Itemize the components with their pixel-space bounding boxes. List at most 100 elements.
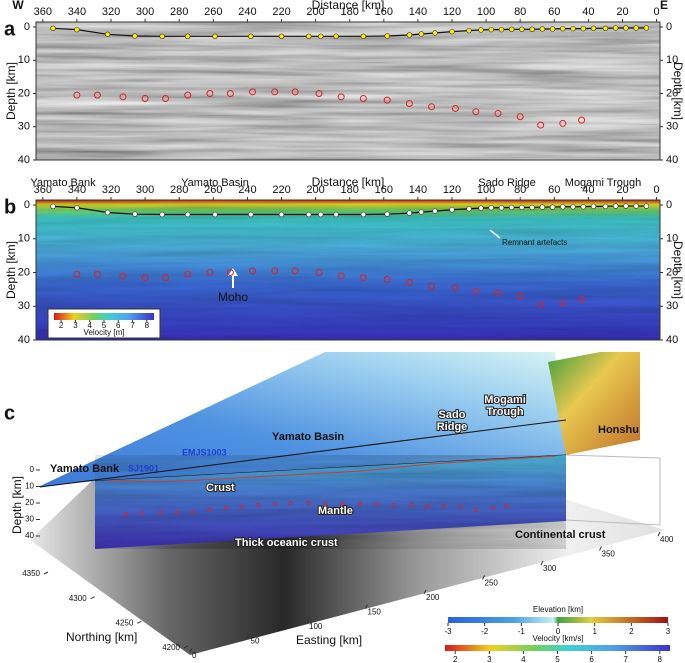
northing-tick (183, 645, 189, 649)
section-moho-pick (288, 501, 293, 506)
station-marker (590, 203, 597, 210)
moho-pick (73, 91, 81, 99)
station-marker (159, 211, 165, 218)
moho-pick (537, 121, 545, 129)
moho-pick (206, 89, 214, 97)
moho-pick (405, 279, 413, 287)
moho-pick (494, 109, 502, 117)
colorbar-tick-label: 5 (102, 321, 107, 330)
line-label: EMJS1003 (182, 447, 227, 457)
station-marker (549, 204, 556, 210)
northing-tick-label: 4200 (162, 643, 180, 652)
x-tick-label: 300 (136, 6, 154, 18)
x-tick-label: 320 (102, 184, 120, 196)
x-axis-title: Distance [km] (312, 0, 385, 12)
station-marker (333, 211, 339, 218)
x-tick-label: 40 (582, 184, 594, 196)
x-tick-label: 40 (582, 6, 594, 18)
station-marker (248, 211, 254, 218)
y-tick-label-right: 10 (666, 233, 678, 245)
colorbar-tick-label: 8 (658, 655, 663, 663)
section-moho-pick (490, 506, 495, 511)
x-axis-title: Distance [km] (312, 175, 385, 189)
section-moho-pick (139, 511, 144, 516)
x-tick-label: 80 (514, 184, 526, 196)
station-marker (488, 205, 494, 211)
x-tick-label: 160 (375, 6, 393, 18)
x-tick-label: 220 (272, 6, 290, 18)
y-tick-label-right: 20 (666, 266, 678, 278)
y-tick-label: 20 (18, 266, 30, 278)
station-marker (570, 25, 576, 32)
colorbar-tick-label: 4 (87, 321, 92, 330)
station-marker (560, 25, 566, 32)
y-axis-title: Depth [km] (4, 241, 18, 299)
y-axis-title-right: Depth [km] (671, 62, 685, 120)
colorbar-title: Velocity [m] (84, 328, 125, 337)
y-tick-label-right: 40 (666, 154, 678, 166)
moho-pick (451, 284, 459, 292)
easting-title: Easting [km] (296, 633, 362, 647)
x-tick-label: 360 (34, 6, 52, 18)
depth-tick-label: 0 (30, 465, 35, 474)
station-marker (539, 204, 546, 210)
moho-pick (271, 267, 279, 275)
colorbar-tick-label: 7 (130, 321, 135, 330)
map-label: Sado Ridge (437, 409, 468, 433)
map-label: Yamato Basin (272, 431, 344, 443)
depth-tick-label: 40 (25, 531, 34, 540)
x-tick-label: 220 (272, 184, 290, 196)
easting-tick (365, 604, 368, 609)
station-marker (360, 33, 367, 39)
colorbar-tick-label: 2 (629, 627, 634, 636)
station-marker (278, 33, 285, 39)
station-marker (360, 211, 367, 218)
section-moho-pick (458, 504, 463, 509)
station-marker (306, 33, 312, 39)
station-marker (498, 205, 505, 211)
west-label: W (12, 0, 24, 12)
station-marker (590, 25, 597, 32)
x-tick-label: 260 (204, 6, 222, 18)
moho-pick (184, 91, 192, 99)
station-marker (529, 26, 535, 33)
section-moho-pick (473, 507, 479, 513)
map-label: Honshu (598, 424, 639, 436)
layer-label: Crust (206, 482, 235, 494)
panel-label: b (4, 196, 16, 218)
depth-axis-title: Depth [km] (10, 476, 24, 534)
moho-pick (119, 272, 127, 280)
x-tick-label: 240 (238, 6, 256, 18)
station-marker (478, 205, 484, 211)
colorbar-tick-label: 8 (145, 321, 150, 330)
x-tick-label: 260 (204, 184, 222, 196)
map-label: Mogami Trough (484, 394, 526, 418)
x-tick-label: 320 (102, 6, 120, 18)
y-tick-label: 10 (18, 233, 30, 245)
annotation-arrow (489, 229, 501, 239)
station-marker (432, 30, 438, 36)
x-tick-label: 100 (477, 184, 495, 196)
y-tick-label: 40 (18, 154, 30, 166)
northing-tick (90, 596, 95, 600)
x-tick-label: 200 (306, 184, 324, 196)
northing-tick (137, 620, 142, 624)
station-marker (498, 26, 505, 33)
x-tick-label: 240 (238, 184, 256, 196)
x-tick-label: 360 (34, 184, 52, 196)
northing-tick-label: 4250 (116, 618, 134, 627)
colorbar-tick-label: 2 (453, 655, 458, 663)
station-marker (432, 208, 438, 214)
floor-label: Continental crust (515, 529, 606, 541)
section-moho-pick (190, 509, 196, 515)
x-tick-label: 340 (68, 184, 86, 196)
station-marker (488, 26, 494, 33)
moho-pick (291, 88, 299, 96)
box-frame (565, 454, 661, 526)
station-marker (185, 211, 191, 218)
moho-pick (559, 119, 567, 127)
moho-pick (578, 116, 586, 124)
moho-pick (162, 274, 170, 282)
station-marker (529, 204, 535, 211)
colorbar (54, 313, 154, 320)
